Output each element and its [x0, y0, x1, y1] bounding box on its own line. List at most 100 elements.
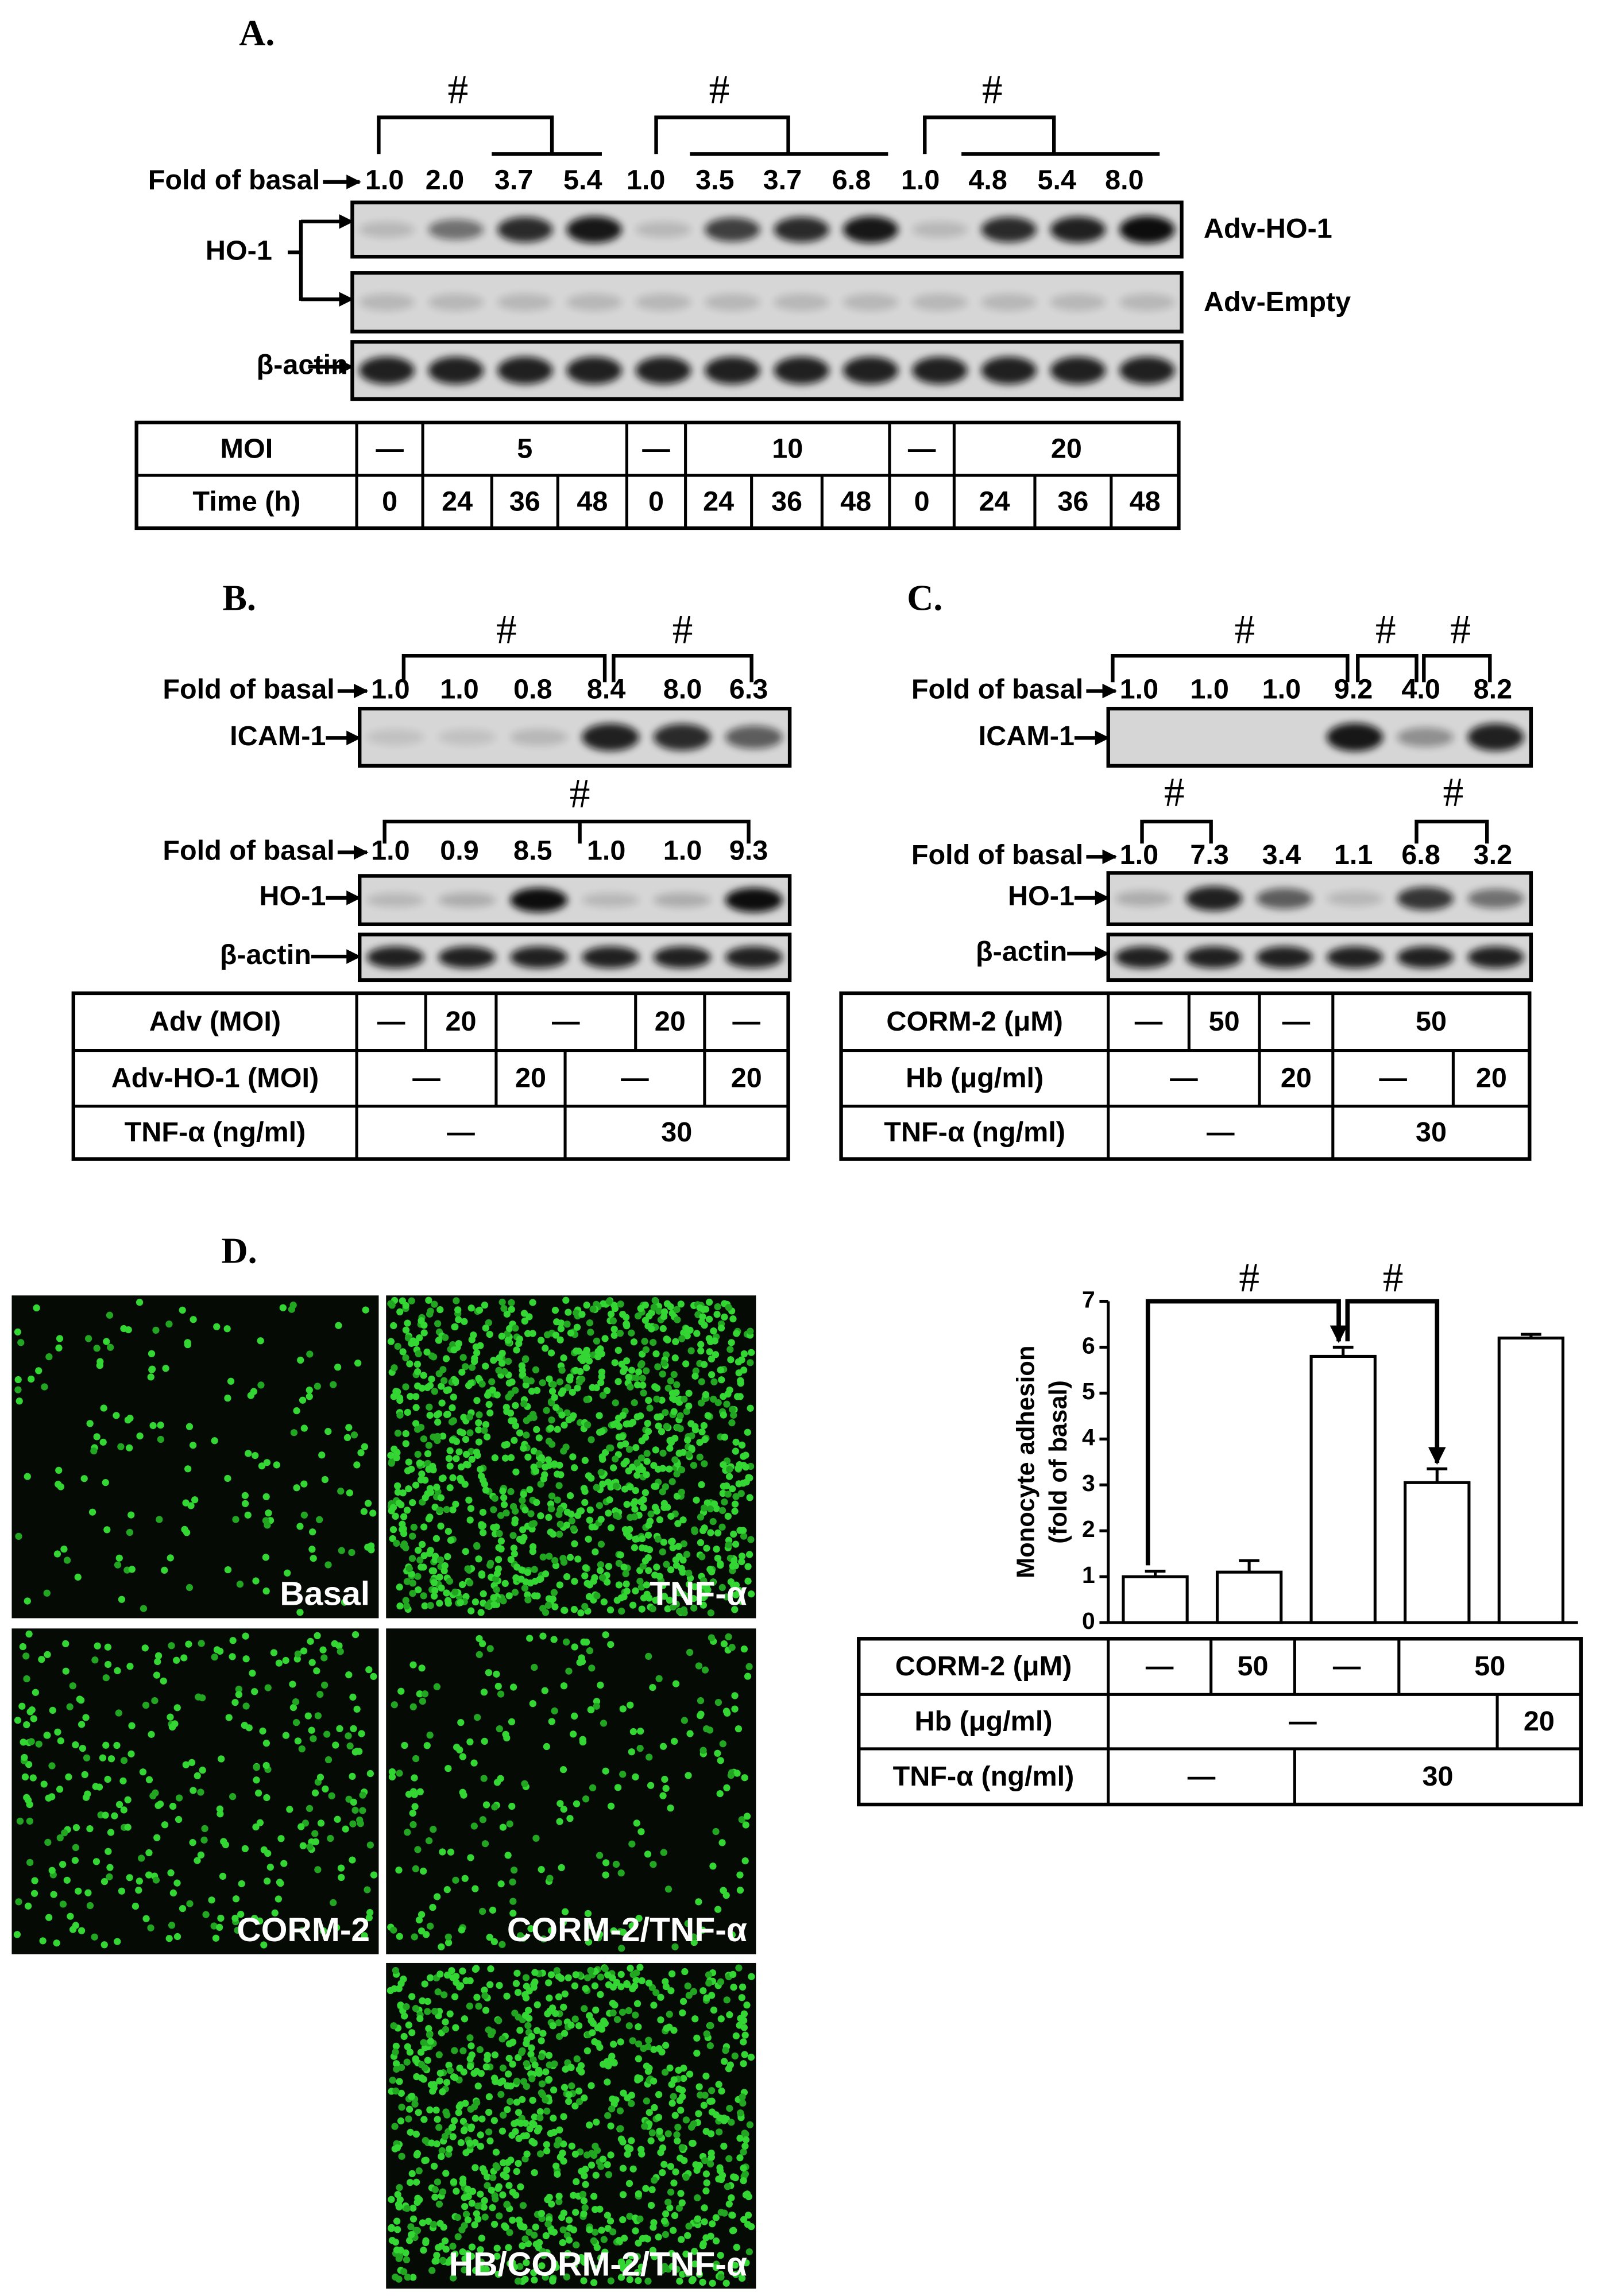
cell: [619, 1705, 627, 1713]
cell: [743, 2001, 751, 2009]
cell: [413, 1361, 422, 1368]
cell: [739, 2099, 747, 2107]
cell: [685, 1581, 693, 1588]
cell: [253, 1776, 260, 1784]
cell: [444, 1553, 451, 1561]
cell: [455, 1339, 462, 1348]
cell: [409, 1499, 416, 1507]
cell: [604, 2212, 612, 2219]
cell: [622, 1570, 629, 1578]
cell: [238, 1880, 245, 1888]
cell: [457, 2139, 465, 2147]
cell: [635, 1915, 643, 1922]
cell: [126, 1874, 133, 1881]
cell: [591, 1982, 599, 1989]
significance-mark: #: [1450, 607, 1471, 652]
cell: [585, 1472, 593, 1480]
cell: [701, 1524, 708, 1532]
cell: [586, 1516, 593, 1524]
cell: [650, 1303, 658, 1311]
cell: [424, 2008, 431, 2015]
cell: [551, 2060, 558, 2067]
cell: [26, 1859, 34, 1867]
cell: [673, 2266, 681, 2273]
cell: [697, 1697, 705, 1705]
cell: [597, 1991, 604, 1999]
cell: [421, 1602, 428, 1610]
cell: [72, 1741, 79, 1749]
cell: [256, 1917, 264, 1925]
cell: [549, 2276, 556, 2283]
cell: [493, 2164, 501, 2171]
cell: [503, 1992, 511, 2000]
band: [1327, 723, 1383, 752]
cell: [724, 1490, 732, 1498]
cell: [521, 2012, 530, 2019]
cell: [496, 1530, 503, 1538]
cell: [316, 1516, 323, 1523]
cell: [542, 1463, 549, 1471]
cell: [653, 1507, 660, 1515]
cell: [405, 2237, 413, 2244]
cell: [499, 1487, 507, 1495]
cell: [241, 1492, 249, 1499]
cell: [637, 1454, 646, 1462]
cell: [210, 1922, 218, 1930]
cell: [627, 1701, 634, 1709]
cell: [601, 2020, 609, 2027]
cell: [627, 1483, 634, 1490]
cell: [200, 1836, 208, 1844]
cell: [586, 1581, 593, 1589]
cell: [427, 1974, 434, 1981]
cell: [477, 2190, 484, 2198]
cell: [685, 1772, 692, 1779]
cell: [167, 1554, 174, 1562]
cell: [501, 1579, 509, 1588]
cell: [656, 1573, 663, 1580]
band: [635, 222, 691, 238]
cell: [685, 2223, 693, 2230]
cell: [477, 2070, 485, 2077]
cell: [175, 1815, 183, 1823]
cell: [637, 2263, 645, 2271]
cell: [498, 2127, 507, 2135]
cell: [635, 2190, 642, 2198]
cell: [716, 2167, 724, 2174]
cell: [472, 1885, 479, 1892]
micrograph: [386, 1628, 756, 1954]
cell: [714, 1906, 722, 1913]
cell: [508, 1299, 515, 1306]
band: [510, 888, 568, 912]
cell: [489, 2204, 496, 2212]
cell: [678, 2086, 686, 2094]
cell: [599, 1480, 606, 1488]
cell: [609, 2009, 617, 2016]
cell: [453, 2187, 460, 2195]
cell: [474, 2082, 482, 2090]
cell: [408, 2093, 415, 2100]
cell: [428, 1375, 435, 1383]
cell: [747, 1536, 755, 1543]
cell: [581, 2005, 588, 2012]
panel-label: D.: [222, 1230, 257, 1271]
table-cell: —: [1333, 1651, 1361, 1682]
cell: [590, 2237, 598, 2245]
cell: [551, 1707, 558, 1715]
cell: [652, 1350, 660, 1358]
cell: [738, 1816, 745, 1823]
cell: [691, 2248, 698, 2255]
cell: [397, 2001, 404, 2009]
cell: [567, 1329, 575, 1337]
cell: [320, 1681, 328, 1689]
cell: [718, 1376, 725, 1384]
panel-label: A.: [239, 13, 275, 53]
cell: [666, 2204, 674, 2212]
cell: [663, 1561, 670, 1568]
cell: [678, 1466, 686, 1474]
cell: [593, 1592, 601, 1600]
band: [842, 357, 899, 385]
cell: [536, 2150, 544, 2158]
cell: [152, 1876, 160, 1884]
cell: [397, 2089, 405, 2097]
fold-value: 1.0: [1120, 839, 1159, 870]
